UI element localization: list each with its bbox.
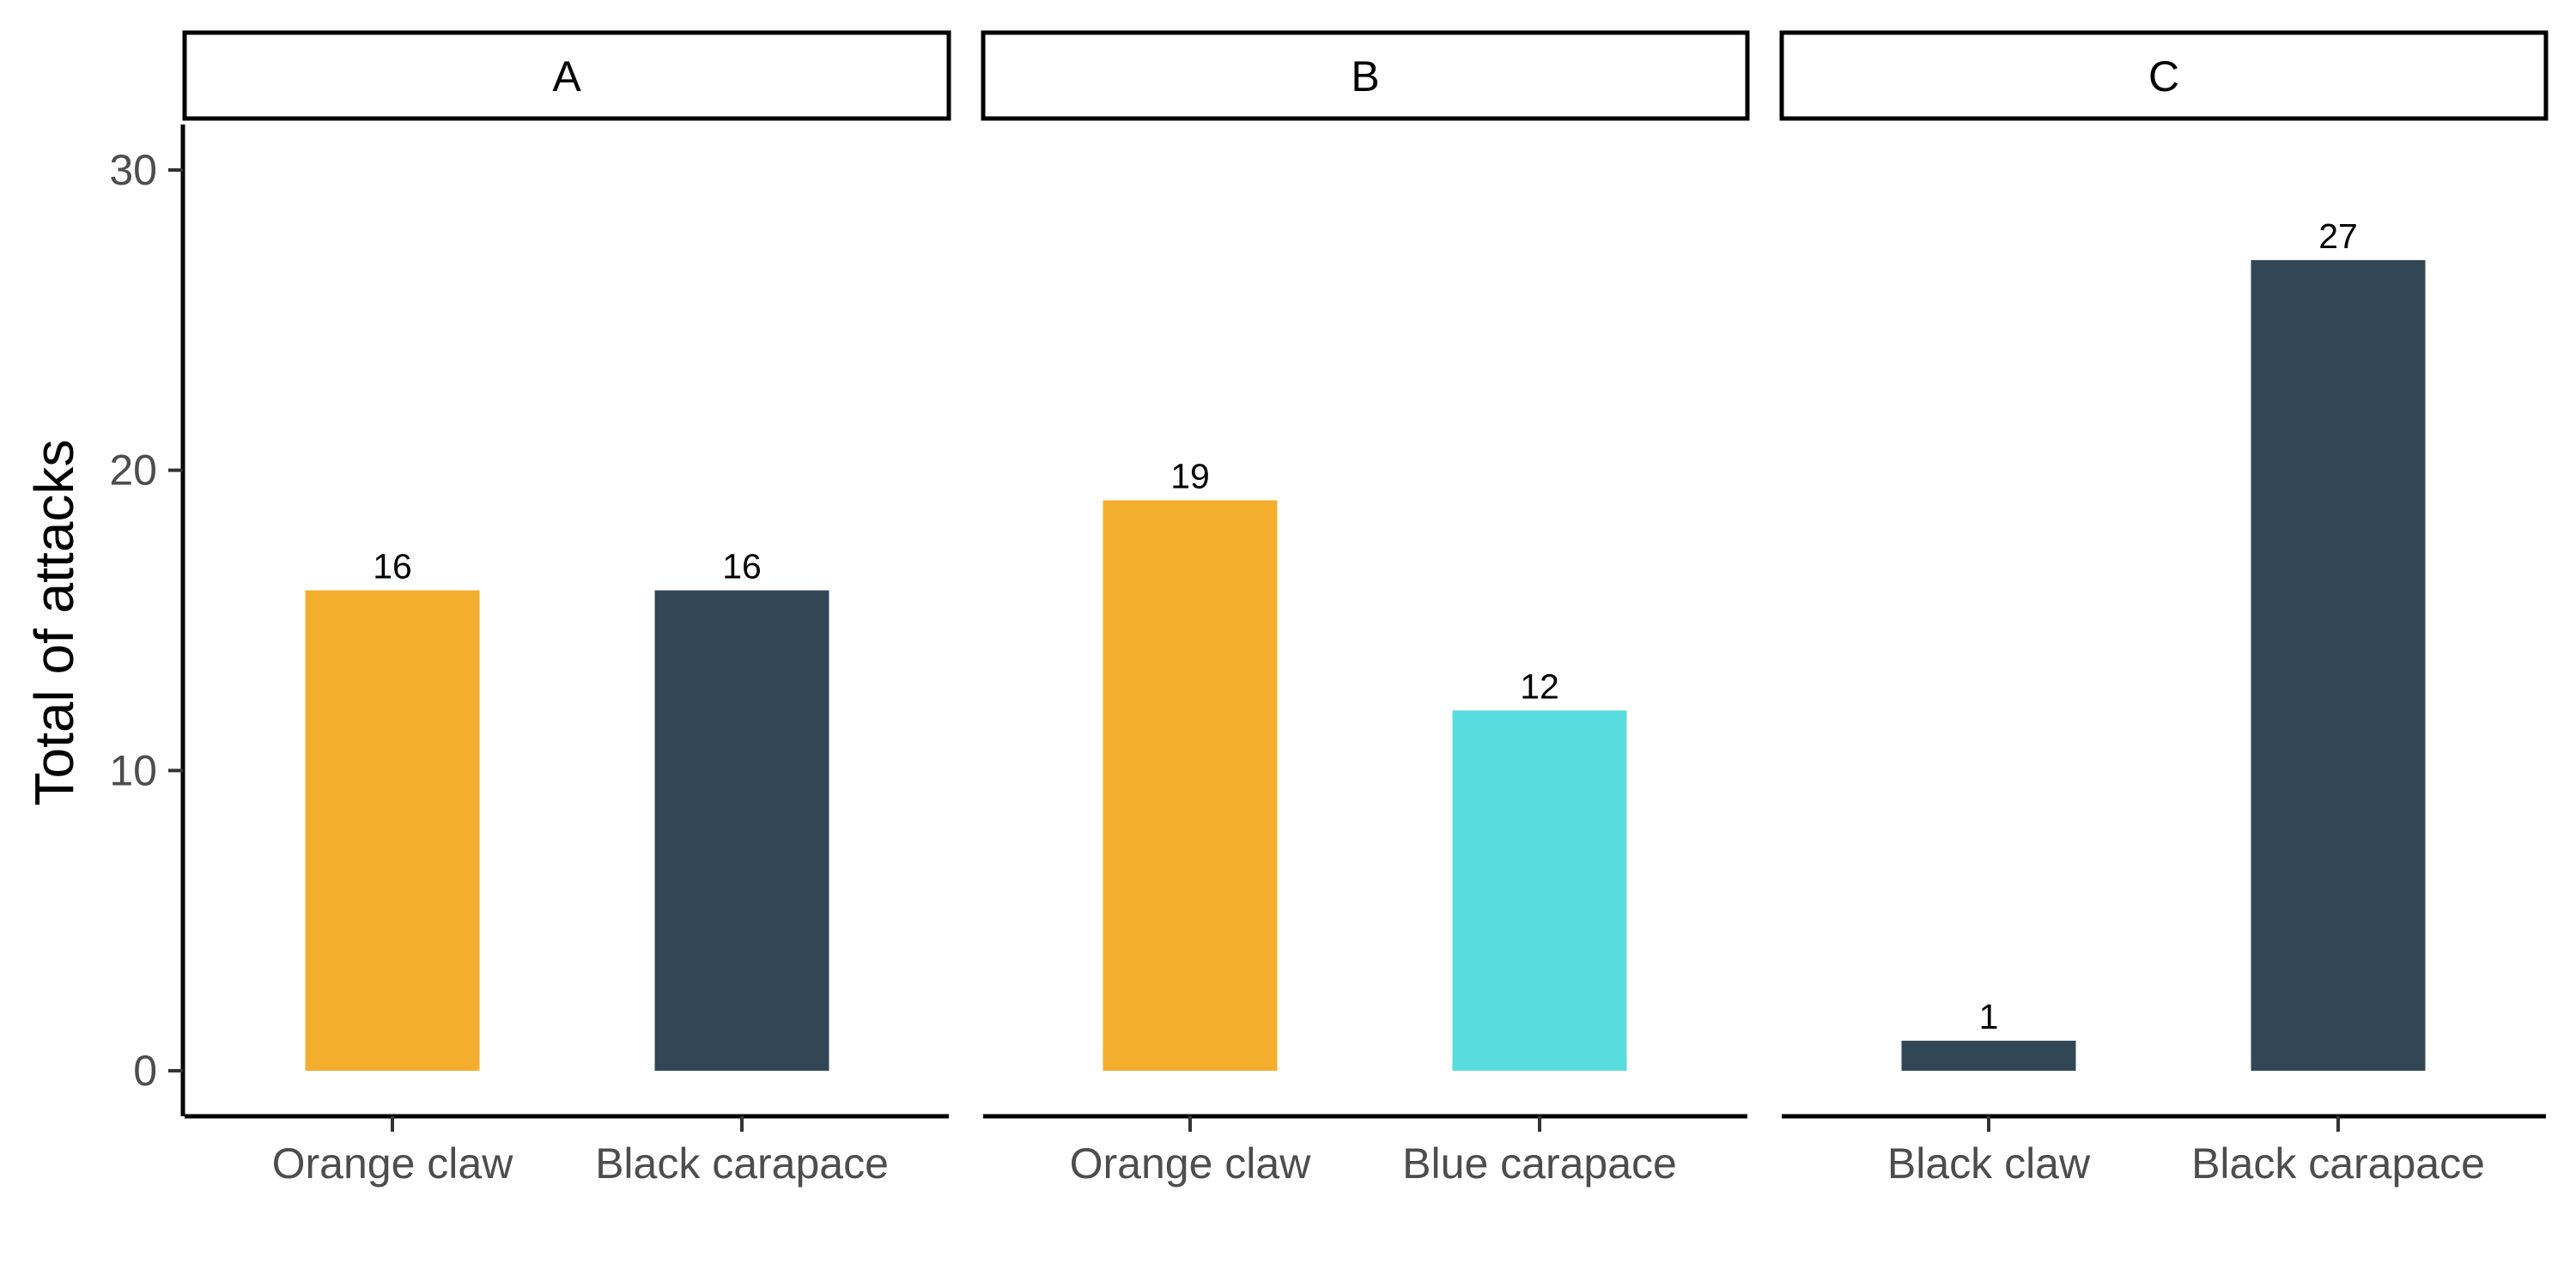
bar-value-label: 27 [2318,216,2358,256]
facet-strip [182,30,951,121]
x-tick-label: Orange claw [1070,1139,1312,1188]
bar-value-label: 16 [722,547,762,586]
bar [1103,500,1278,1071]
bar [2251,259,2426,1071]
facet-panels: A 16 Orange claw 16 Black carapace B 19 Orange … [182,30,2549,1188]
y-axis: 0 10 20 30 [109,125,185,1116]
y-tick-label: 0 [133,1047,157,1095]
bar-value-label: 16 [373,547,412,586]
bar [654,590,829,1071]
y-axis-title: Total of attacks [23,440,85,806]
facet-strip-label: B [1351,52,1379,100]
facet-strip [981,30,1750,121]
facet-strip-label: A [552,52,581,100]
y-tick-label: 10 [109,746,157,794]
facet-panel-b: B 19 Orange claw 12 Blue carapace [981,30,1750,1188]
bar [1452,710,1627,1071]
x-tick-label: Black claw [1887,1139,2091,1188]
y-tick-label: 20 [109,447,157,495]
bar-value-label: 19 [1170,457,1210,496]
bar-value-label: 1 [1979,997,1999,1036]
facet-panel-c: C 1 Black claw 27 Black carapace [1779,30,2549,1188]
bar-value-label: 12 [1520,666,1559,706]
facet-panel-a: A 16 Orange claw 16 Black carapace [182,30,951,1188]
facet-strip-label: C [2148,52,2179,100]
facet-strip [1779,30,2549,121]
x-tick-label: Black carapace [595,1139,889,1188]
bar [305,590,480,1071]
x-tick-label: Blue carapace [1402,1139,1677,1188]
y-tick-label: 30 [109,146,157,194]
x-tick-label: Black carapace [2191,1139,2485,1188]
bar [1901,1041,2076,1071]
x-tick-label: Orange claw [272,1139,514,1188]
